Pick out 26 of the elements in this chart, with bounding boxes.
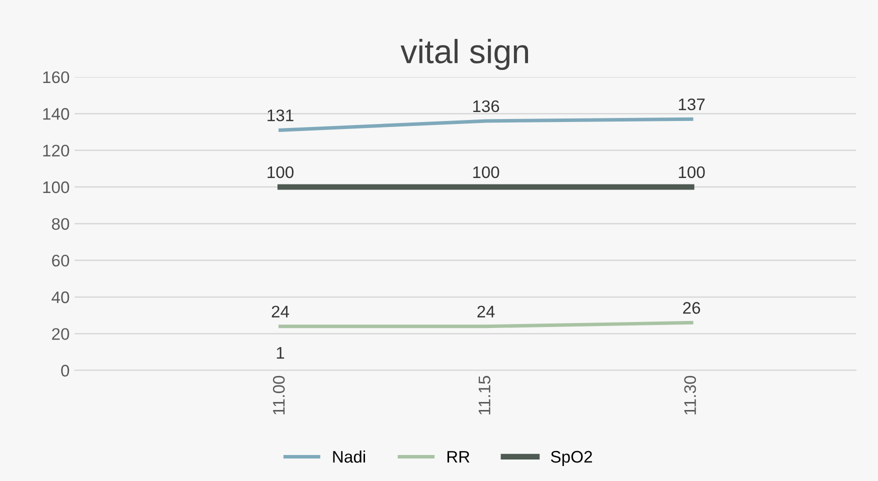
y-tick-label: 80 [52,218,70,230]
legend-label: SpO2 [550,450,592,466]
legend-label: Nadi [333,450,366,463]
chart-title: vital sign [400,38,528,70]
x-tick-label: 11.15 [478,376,490,414]
legend-label: RR [447,451,470,463]
y-tick-label: 160 [43,71,70,84]
data-label: 100 [678,166,705,178]
y-tick-label: 120 [43,144,70,157]
y-tick-label: 0 [61,364,70,377]
data-label: 100 [268,166,294,178]
y-tick-label: 140 [43,108,70,120]
y-tick-label: 100 [43,181,70,194]
data-label: 26 [683,302,700,314]
data-label: 131 [268,109,294,122]
data-label: 137 [678,98,705,110]
y-tick-label: 60 [52,254,70,267]
data-label: 24 [477,306,495,318]
x-tick-label: 11.30 [684,376,696,414]
x-tick-label: 11.00 [272,376,285,414]
y-tick-label: 40 [52,291,70,304]
data-label: 100 [473,166,500,178]
data-label: 24 [272,306,290,318]
y-tick-label: 20 [52,328,70,340]
data-label: 136 [473,100,500,112]
annotation: 1 [276,347,284,359]
